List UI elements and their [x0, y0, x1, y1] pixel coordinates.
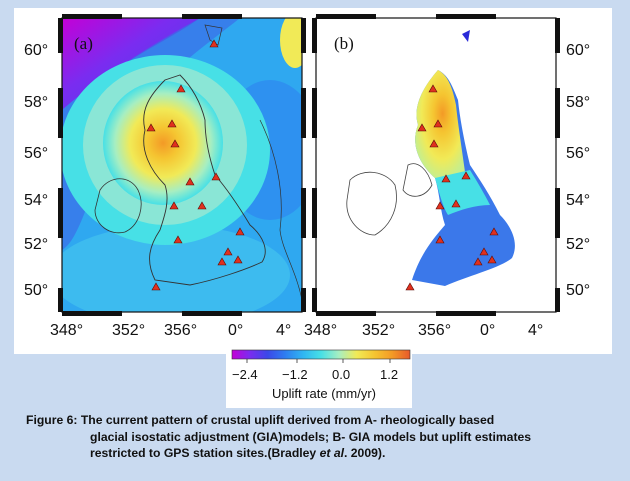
gps-station-marker	[233, 255, 243, 264]
gps-station-marker	[429, 139, 439, 148]
gps-station-marker	[209, 39, 219, 48]
lat-tick-label: 58°	[24, 94, 49, 111]
lon-tick-label: 0°	[480, 322, 496, 339]
gps-station-marker	[169, 201, 179, 210]
gps-station-marker	[151, 282, 161, 291]
lat-tick-label: 54°	[24, 192, 49, 209]
lon-tick-label: 348°	[304, 322, 338, 339]
gps-station-marker	[489, 227, 499, 236]
gps-station-marker	[487, 255, 497, 264]
panel-a-label: (a)	[74, 34, 93, 53]
caption-text: . 2009).	[344, 446, 386, 460]
caption-line-1: Figure 6: The current pattern of crustal…	[26, 413, 495, 427]
gps-station-marker	[479, 247, 489, 256]
colorbar-ticks	[246, 359, 391, 363]
gps-station-marker	[435, 201, 445, 210]
gps-station-marker	[428, 84, 438, 93]
gps-stations-a	[146, 39, 245, 291]
lon-tick-label: 348°	[50, 322, 84, 339]
gps-station-marker	[405, 282, 415, 291]
colorbar-tick-label: 1.2	[380, 367, 399, 382]
lon-tick-label: 4°	[528, 322, 544, 339]
gps-station-marker	[211, 172, 221, 181]
caption-line-2: glacial isostatic adjustment (GIA)models…	[90, 429, 532, 444]
caption-text: restricted to GPS station sites.(Bradley	[90, 446, 320, 460]
lat-tick-label: 60°	[566, 42, 591, 59]
panel-b-field	[316, 18, 556, 312]
gps-station-marker	[435, 235, 445, 244]
gps-stations-b	[405, 84, 499, 291]
lat-tick-label: 54°	[566, 192, 591, 209]
gps-station-marker	[461, 171, 471, 180]
lat-tick-label: 56°	[24, 145, 49, 162]
lon-tick-label: 352°	[112, 322, 146, 339]
caption-line-3: restricted to GPS station sites.(Bradley…	[26, 445, 616, 462]
lat-tick-label: 52°	[24, 236, 49, 253]
gps-station-marker	[473, 257, 483, 266]
lat-tick-label: 50°	[566, 282, 591, 299]
lat-tick-label: 52°	[566, 236, 591, 253]
colorbar-tick-label: −1.2	[282, 367, 308, 382]
lon-tick-label: 356°	[164, 322, 198, 339]
lat-tick-label: 56°	[566, 145, 591, 162]
gps-station-marker	[185, 177, 195, 186]
lon-tick-label: 352°	[362, 322, 396, 339]
colorbar-tick-label: −2.4	[232, 367, 258, 382]
lat-tick-label: 50°	[24, 282, 49, 299]
gps-station-marker	[170, 139, 180, 148]
panel-b-label: (b)	[334, 34, 354, 53]
gps-station-marker	[176, 84, 186, 93]
colorbar-tick-label: 0.0	[332, 367, 351, 382]
gps-station-marker	[197, 201, 207, 210]
gps-station-marker	[433, 119, 443, 128]
caption-italic: et al	[319, 446, 344, 460]
lon-tick-label: 4°	[276, 322, 292, 339]
gps-station-marker	[146, 123, 156, 132]
lon-tick-label: 356°	[418, 322, 452, 339]
lat-tick-label: 60°	[24, 42, 49, 59]
figure-caption: Figure 6: The current pattern of crustal…	[26, 412, 616, 462]
gps-station-marker	[417, 123, 427, 132]
gps-station-marker	[217, 257, 227, 266]
colorbar-title: Uplift rate (mm/yr)	[272, 386, 376, 401]
lat-tick-label: 58°	[566, 94, 591, 111]
panel-a-field	[62, 18, 302, 312]
colorbar	[231, 349, 411, 360]
frame-scale-bars	[58, 14, 560, 316]
lon-tick-label: 0°	[228, 322, 244, 339]
gps-station-marker	[223, 247, 233, 256]
gps-station-marker	[173, 235, 183, 244]
gps-station-marker	[235, 227, 245, 236]
gps-station-marker	[441, 174, 451, 183]
gps-station-marker	[451, 199, 461, 208]
gps-station-marker	[167, 119, 177, 128]
